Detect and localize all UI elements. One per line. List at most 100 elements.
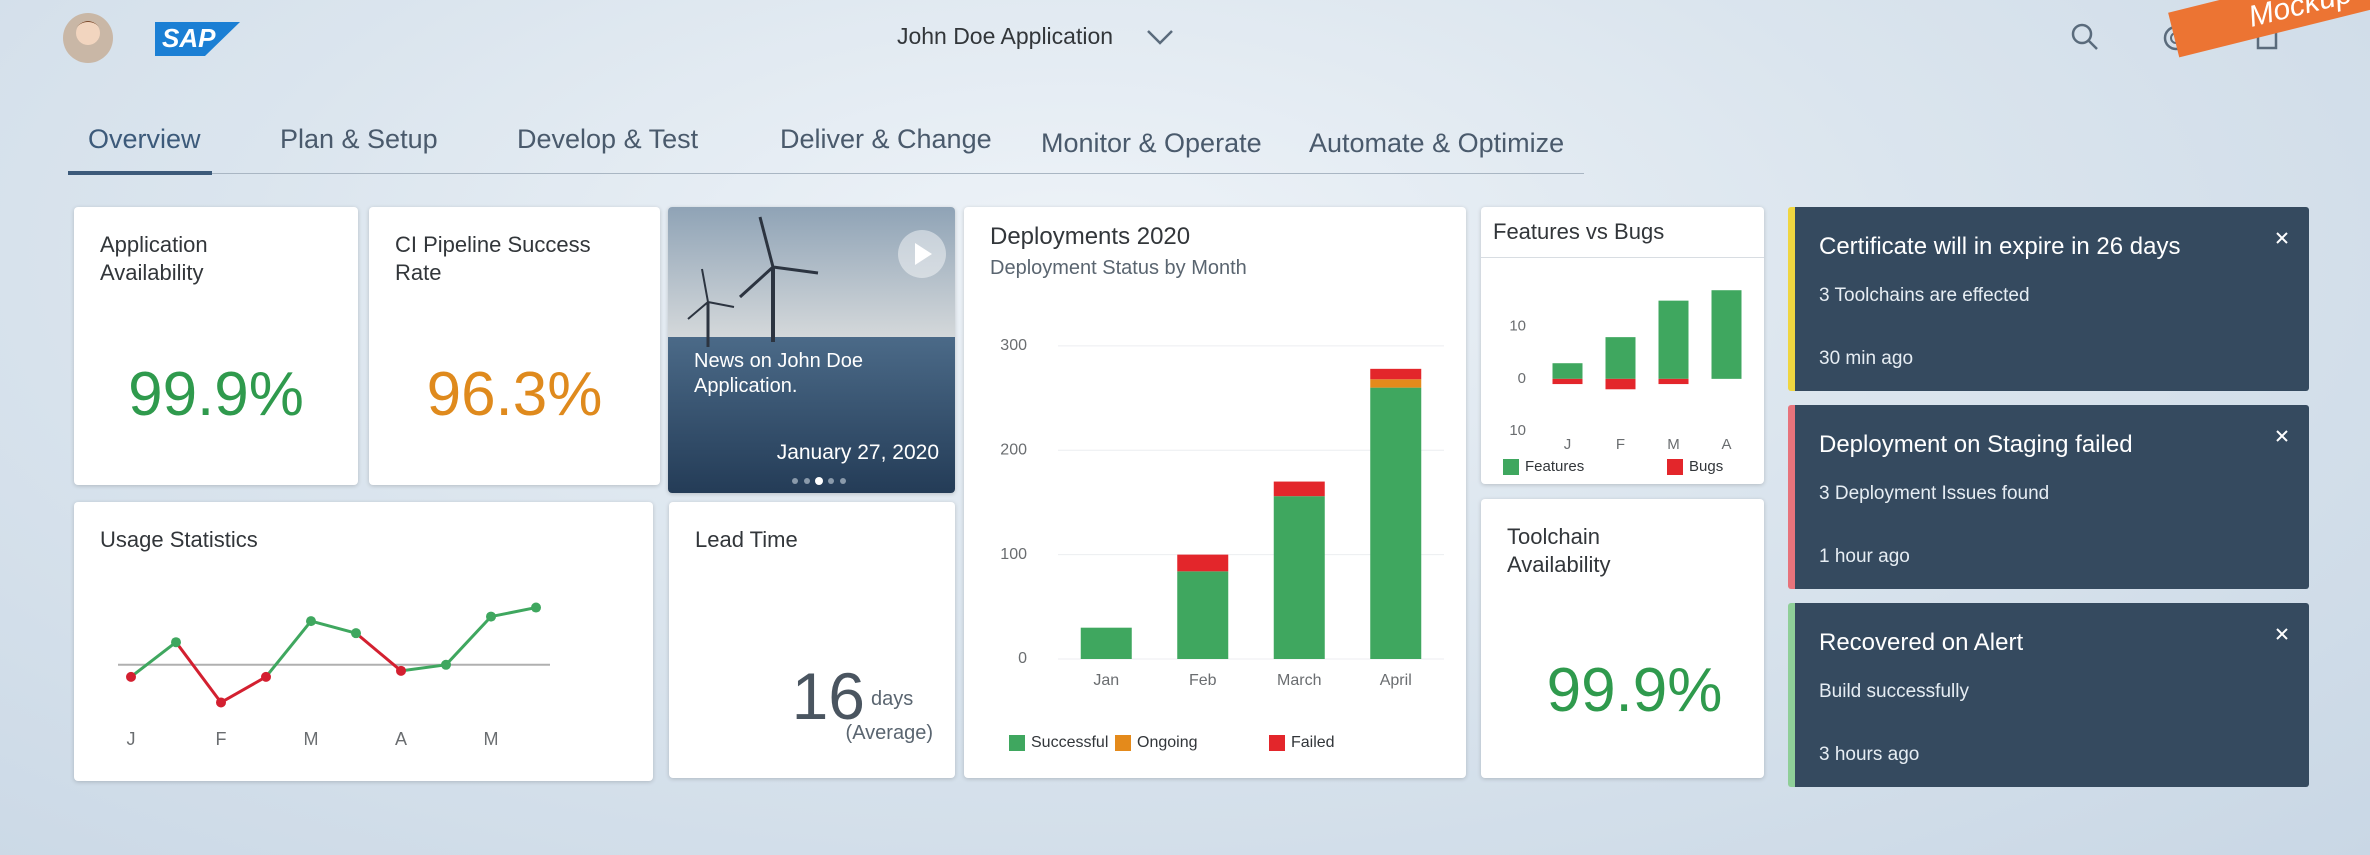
bar (1370, 369, 1421, 379)
x-tick-label: Jan (1093, 672, 1119, 689)
tile-title: Lead Time (695, 526, 798, 554)
line-segment (131, 642, 176, 677)
news-title: News on John Doe Application. (694, 349, 904, 399)
legend-swatch (1667, 459, 1683, 475)
y-tick-label: 100 (1000, 546, 1027, 563)
notification-time: 30 min ago (1819, 348, 1913, 370)
search-handle (2089, 41, 2097, 49)
point (306, 616, 316, 626)
tab[interactable]: Overview (88, 124, 201, 155)
tile[interactable]: CI Pipeline Success Rate 96.3% (369, 207, 660, 485)
x-tick-label: M (484, 729, 499, 749)
x-tick-label: M (304, 729, 319, 749)
y-tick-label: 200 (1000, 441, 1027, 458)
tile[interactable]: Lead Time 16 days (Average) (669, 502, 955, 778)
kpi-value: 96.3% (369, 359, 660, 430)
bar (1081, 628, 1132, 659)
shell-bar: SAP John Doe Application Mockup (0, 0, 2370, 80)
legend-label: Failed (1291, 734, 1335, 751)
notification[interactable]: Deployment on Staging failed 3 Deploymen… (1788, 405, 2309, 589)
tile[interactable]: Toolchain Availability 99.9% (1481, 499, 1764, 778)
notification[interactable]: Recovered on Alert Build successfully 3 … (1788, 603, 2309, 787)
carousel-dot[interactable] (828, 478, 834, 484)
tab[interactable]: Monitor & Operate (1041, 128, 1262, 159)
notification-time: 3 hours ago (1819, 744, 1919, 766)
x-tick-label: March (1277, 672, 1321, 689)
app-title[interactable]: John Doe Application (897, 23, 1113, 49)
close-button[interactable] (2275, 231, 2289, 245)
tab[interactable]: Develop & Test (517, 124, 698, 155)
bar (1659, 379, 1689, 384)
close-button[interactable] (2275, 627, 2289, 641)
chart-card[interactable]: Deployments 2020 Deployment Status by Mo… (964, 207, 1466, 778)
close-button[interactable] (2275, 429, 2289, 443)
tab[interactable]: Deliver & Change (780, 124, 992, 155)
x-tick-label: April (1380, 672, 1412, 689)
legend-swatch (1503, 459, 1519, 475)
notification-title: Recovered on Alert (1819, 629, 2023, 657)
notification-title: Certificate will in expire in 26 days (1819, 233, 2181, 261)
kpi-value: 99.9% (74, 359, 358, 430)
notification-title: Deployment on Staging failed (1819, 431, 2133, 459)
chart: 10010JFMAFeaturesBugs (1481, 207, 1764, 484)
carousel-dot[interactable] (815, 477, 823, 485)
news-tile[interactable]: News on John Doe Application. January 27… (668, 207, 955, 493)
tab-rule (68, 173, 1584, 174)
legend-label: Ongoing (1137, 734, 1198, 751)
search-icon[interactable] (2073, 25, 2091, 43)
x-tick-label: Feb (1189, 672, 1217, 689)
y-tick-label: 0 (1018, 650, 1027, 667)
point (396, 666, 406, 676)
legend-label: Successful (1031, 734, 1108, 751)
title-chevron[interactable] (1148, 31, 1172, 43)
legend-label: Bugs (1689, 458, 1723, 475)
point (441, 660, 451, 670)
tab-selected-indicator (68, 171, 212, 175)
bar (1553, 379, 1583, 384)
page: SAP John Doe Application Mockup Overview… (0, 0, 2370, 855)
line-segment (446, 617, 491, 665)
carousel-dot[interactable] (792, 478, 798, 484)
point (486, 612, 496, 622)
point (351, 628, 361, 638)
sky (668, 207, 955, 347)
tile[interactable]: Application Availability 99.9% (74, 207, 358, 485)
carousel-dot[interactable] (840, 478, 846, 484)
tile-title: CI Pipeline Success Rate (395, 231, 635, 287)
notification[interactable]: Certificate will in expire in 26 days 3 … (1788, 207, 2309, 391)
news-date: January 27, 2020 (777, 441, 939, 465)
tile-title: Application Availability (100, 231, 300, 287)
point (261, 672, 271, 682)
legend-swatch (1269, 735, 1285, 751)
chart: JFMAM (74, 502, 653, 781)
chart: 0 100 200 300 Jan Feb March April Successful Ongo… (964, 207, 1466, 778)
bar (1274, 496, 1325, 659)
point (216, 697, 226, 707)
x-tick-label: J (127, 729, 136, 749)
notification-message: 3 Deployment Issues found (1819, 483, 2049, 505)
x-tick-label: A (395, 729, 407, 749)
x-tick-label: M (1667, 436, 1680, 453)
point (171, 637, 181, 647)
notification-message: Build successfully (1819, 681, 1969, 703)
point (126, 672, 136, 682)
x-tick-label: A (1721, 436, 1731, 453)
kpi-unit: days (871, 688, 913, 711)
bar (1177, 555, 1228, 572)
line-segment (491, 608, 536, 617)
legend-swatch (1009, 735, 1025, 751)
line-segment (311, 621, 356, 633)
logo: SAP (162, 23, 216, 53)
tab[interactable]: Plan & Setup (280, 124, 438, 155)
bar (1274, 482, 1325, 497)
x-tick-label: J (1564, 436, 1572, 453)
bar (1712, 290, 1742, 379)
legend-swatch (1115, 735, 1131, 751)
bar (1606, 379, 1636, 389)
legend-label: Features (1525, 458, 1584, 475)
carousel-dot[interactable] (804, 478, 810, 484)
y-tick-label: 300 (1000, 337, 1027, 354)
tab[interactable]: Automate & Optimize (1309, 128, 1564, 159)
